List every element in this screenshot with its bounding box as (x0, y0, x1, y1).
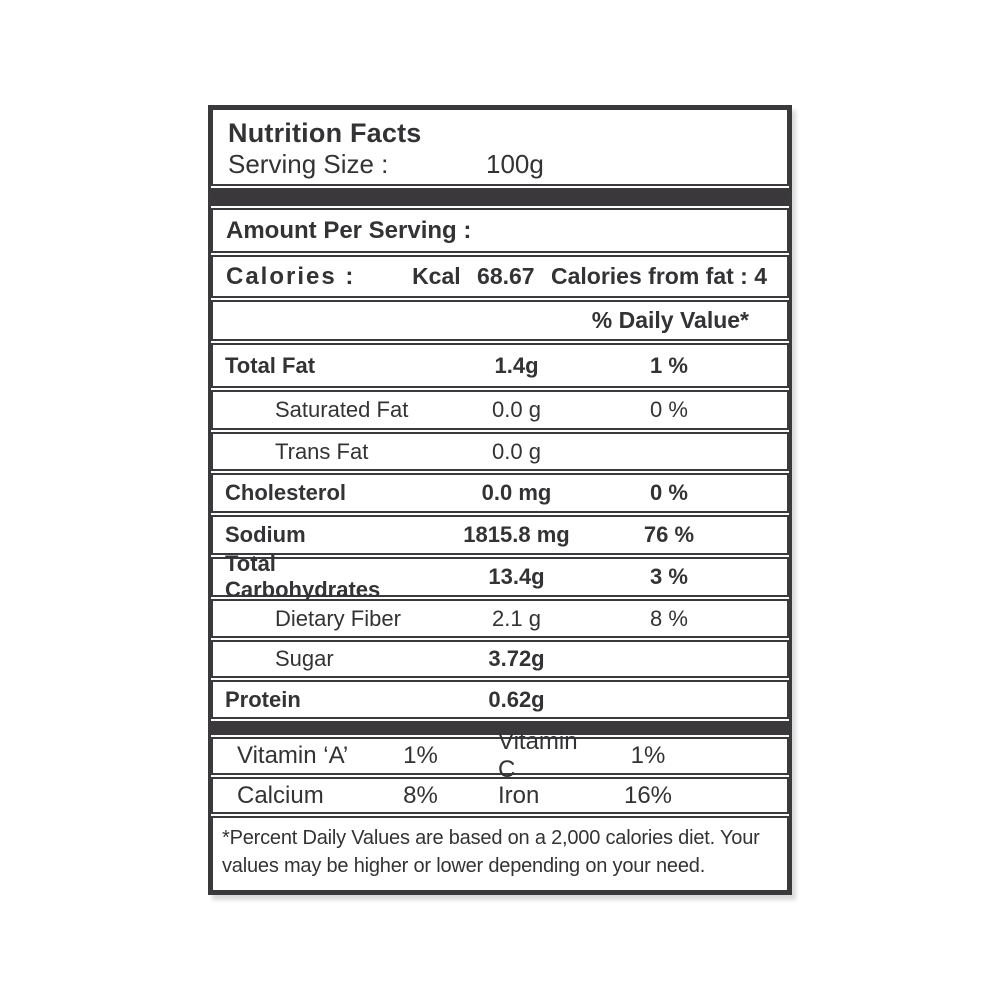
nutrient-row-sugar: Sugar 3.72g (211, 640, 789, 678)
nutrient-daily-value: 0 % (650, 397, 688, 422)
amount-per-serving-header: Amount Per Serving : (211, 208, 789, 253)
nutrient-row-saturated-fat: Saturated Fat 0.0 g 0 % (211, 390, 789, 430)
nutrient-label: Sodium (225, 522, 306, 547)
micronutrient-value: 16% (623, 781, 673, 809)
calories-row: Calories : Kcal 68.67 Calories from fat … (211, 255, 789, 298)
nutrient-row-dietary-fiber: Dietary Fiber 2.1 g 8 % (211, 599, 789, 638)
nutrient-row-total-carbohydrates: Total Carbohydrates 13.4g 3 % (211, 551, 789, 602)
serving-size-value: 100g (486, 149, 544, 180)
nutrient-label: Total Fat (225, 352, 316, 378)
nutrient-amount: 0.62g (488, 686, 545, 712)
kcal-value: 68.67 (477, 263, 535, 289)
micronutrient-value: 8% (403, 781, 438, 809)
daily-value-header: % Daily Value* (591, 307, 749, 333)
nutrient-amount: 0.0 g (492, 397, 541, 422)
label-title: Nutrition Facts (228, 118, 422, 148)
nutrient-row-cholesterol: Cholesterol 0.0 mg 0 % (211, 473, 789, 513)
nutrient-daily-value: 76 % (643, 522, 695, 547)
nutrient-amount: 1815.8 mg (463, 522, 570, 547)
calories-values: Kcal 68.67 Calories from fat : 4 (355, 263, 787, 290)
footnote-line-2: values may be higher or lower depending … (222, 854, 706, 877)
nutrient-amount: 1.4g (494, 352, 539, 378)
nutrient-row-protein: Protein 0.62g (211, 680, 789, 719)
calories-from-fat: Calories from fat : 4 (551, 263, 767, 289)
nutrient-label: Trans Fat (275, 438, 369, 464)
nutrient-amount: 2.1 g (492, 605, 541, 631)
nutrient-daily-value: 3 % (650, 564, 688, 589)
micronutrient-value: 1% (630, 742, 666, 769)
micronutrient-name: Vitamin ‘A’ (237, 742, 349, 769)
divider-band-bottom (211, 721, 789, 735)
nutrient-label: Dietary Fiber (275, 605, 401, 631)
divider-band-top (211, 188, 789, 206)
nutrient-label: Sugar (275, 646, 334, 671)
footnote: *Percent Daily Values are based on a 2,0… (211, 816, 789, 892)
nutrient-row-sodium: Sodium 1815.8 mg 76 % (211, 515, 789, 555)
nutrient-label: Saturated Fat (275, 397, 409, 422)
nutrient-amount: 3.72g (488, 646, 545, 671)
nutrient-daily-value: 0 % (650, 480, 688, 505)
micronutrient-name: Calcium (237, 781, 324, 809)
serving-size-line: Serving Size : 100g (228, 149, 787, 180)
nutrient-amount: 13.4g (488, 564, 545, 589)
micronutrient-name: Iron (498, 781, 540, 809)
serving-size-label: Serving Size : (228, 149, 389, 180)
nutrient-label: Total Carbohydrates (225, 551, 381, 602)
nutrient-label: Protein (225, 686, 301, 712)
micronutrient-row-vitamins: Vitamin ‘A’ 1% Vitamin C 1% (211, 728, 789, 783)
calories-label: Calories : (226, 262, 356, 290)
micronutrient-row-minerals: Calcium 8% Iron 16% (211, 777, 789, 814)
micronutrient-name: Vitamin C (498, 728, 578, 783)
footnote-line-1: *Percent Daily Values are based on a 2,0… (222, 827, 760, 849)
kcal-label: Kcal (412, 263, 461, 289)
nutrient-amount: 0.0 mg (481, 480, 552, 505)
nutrient-row-total-fat: Total Fat 1.4g 1 % (211, 343, 789, 388)
nutrient-label: Cholesterol (225, 480, 347, 505)
nutrition-facts-label: Nutrition Facts Serving Size : 100g Amou… (208, 105, 792, 895)
nutrient-daily-value: 8 % (650, 605, 688, 631)
label-header: Nutrition Facts Serving Size : 100g (211, 108, 789, 186)
amount-per-serving-label: Amount Per Serving : (226, 216, 472, 244)
daily-value-header-row: % Daily Value* (211, 300, 789, 341)
nutrient-row-trans-fat: Trans Fat 0.0 g (211, 432, 789, 471)
nutrient-daily-value: 1 % (650, 352, 688, 378)
micronutrient-value: 1% (403, 742, 438, 769)
nutrient-amount: 0.0 g (492, 438, 541, 464)
